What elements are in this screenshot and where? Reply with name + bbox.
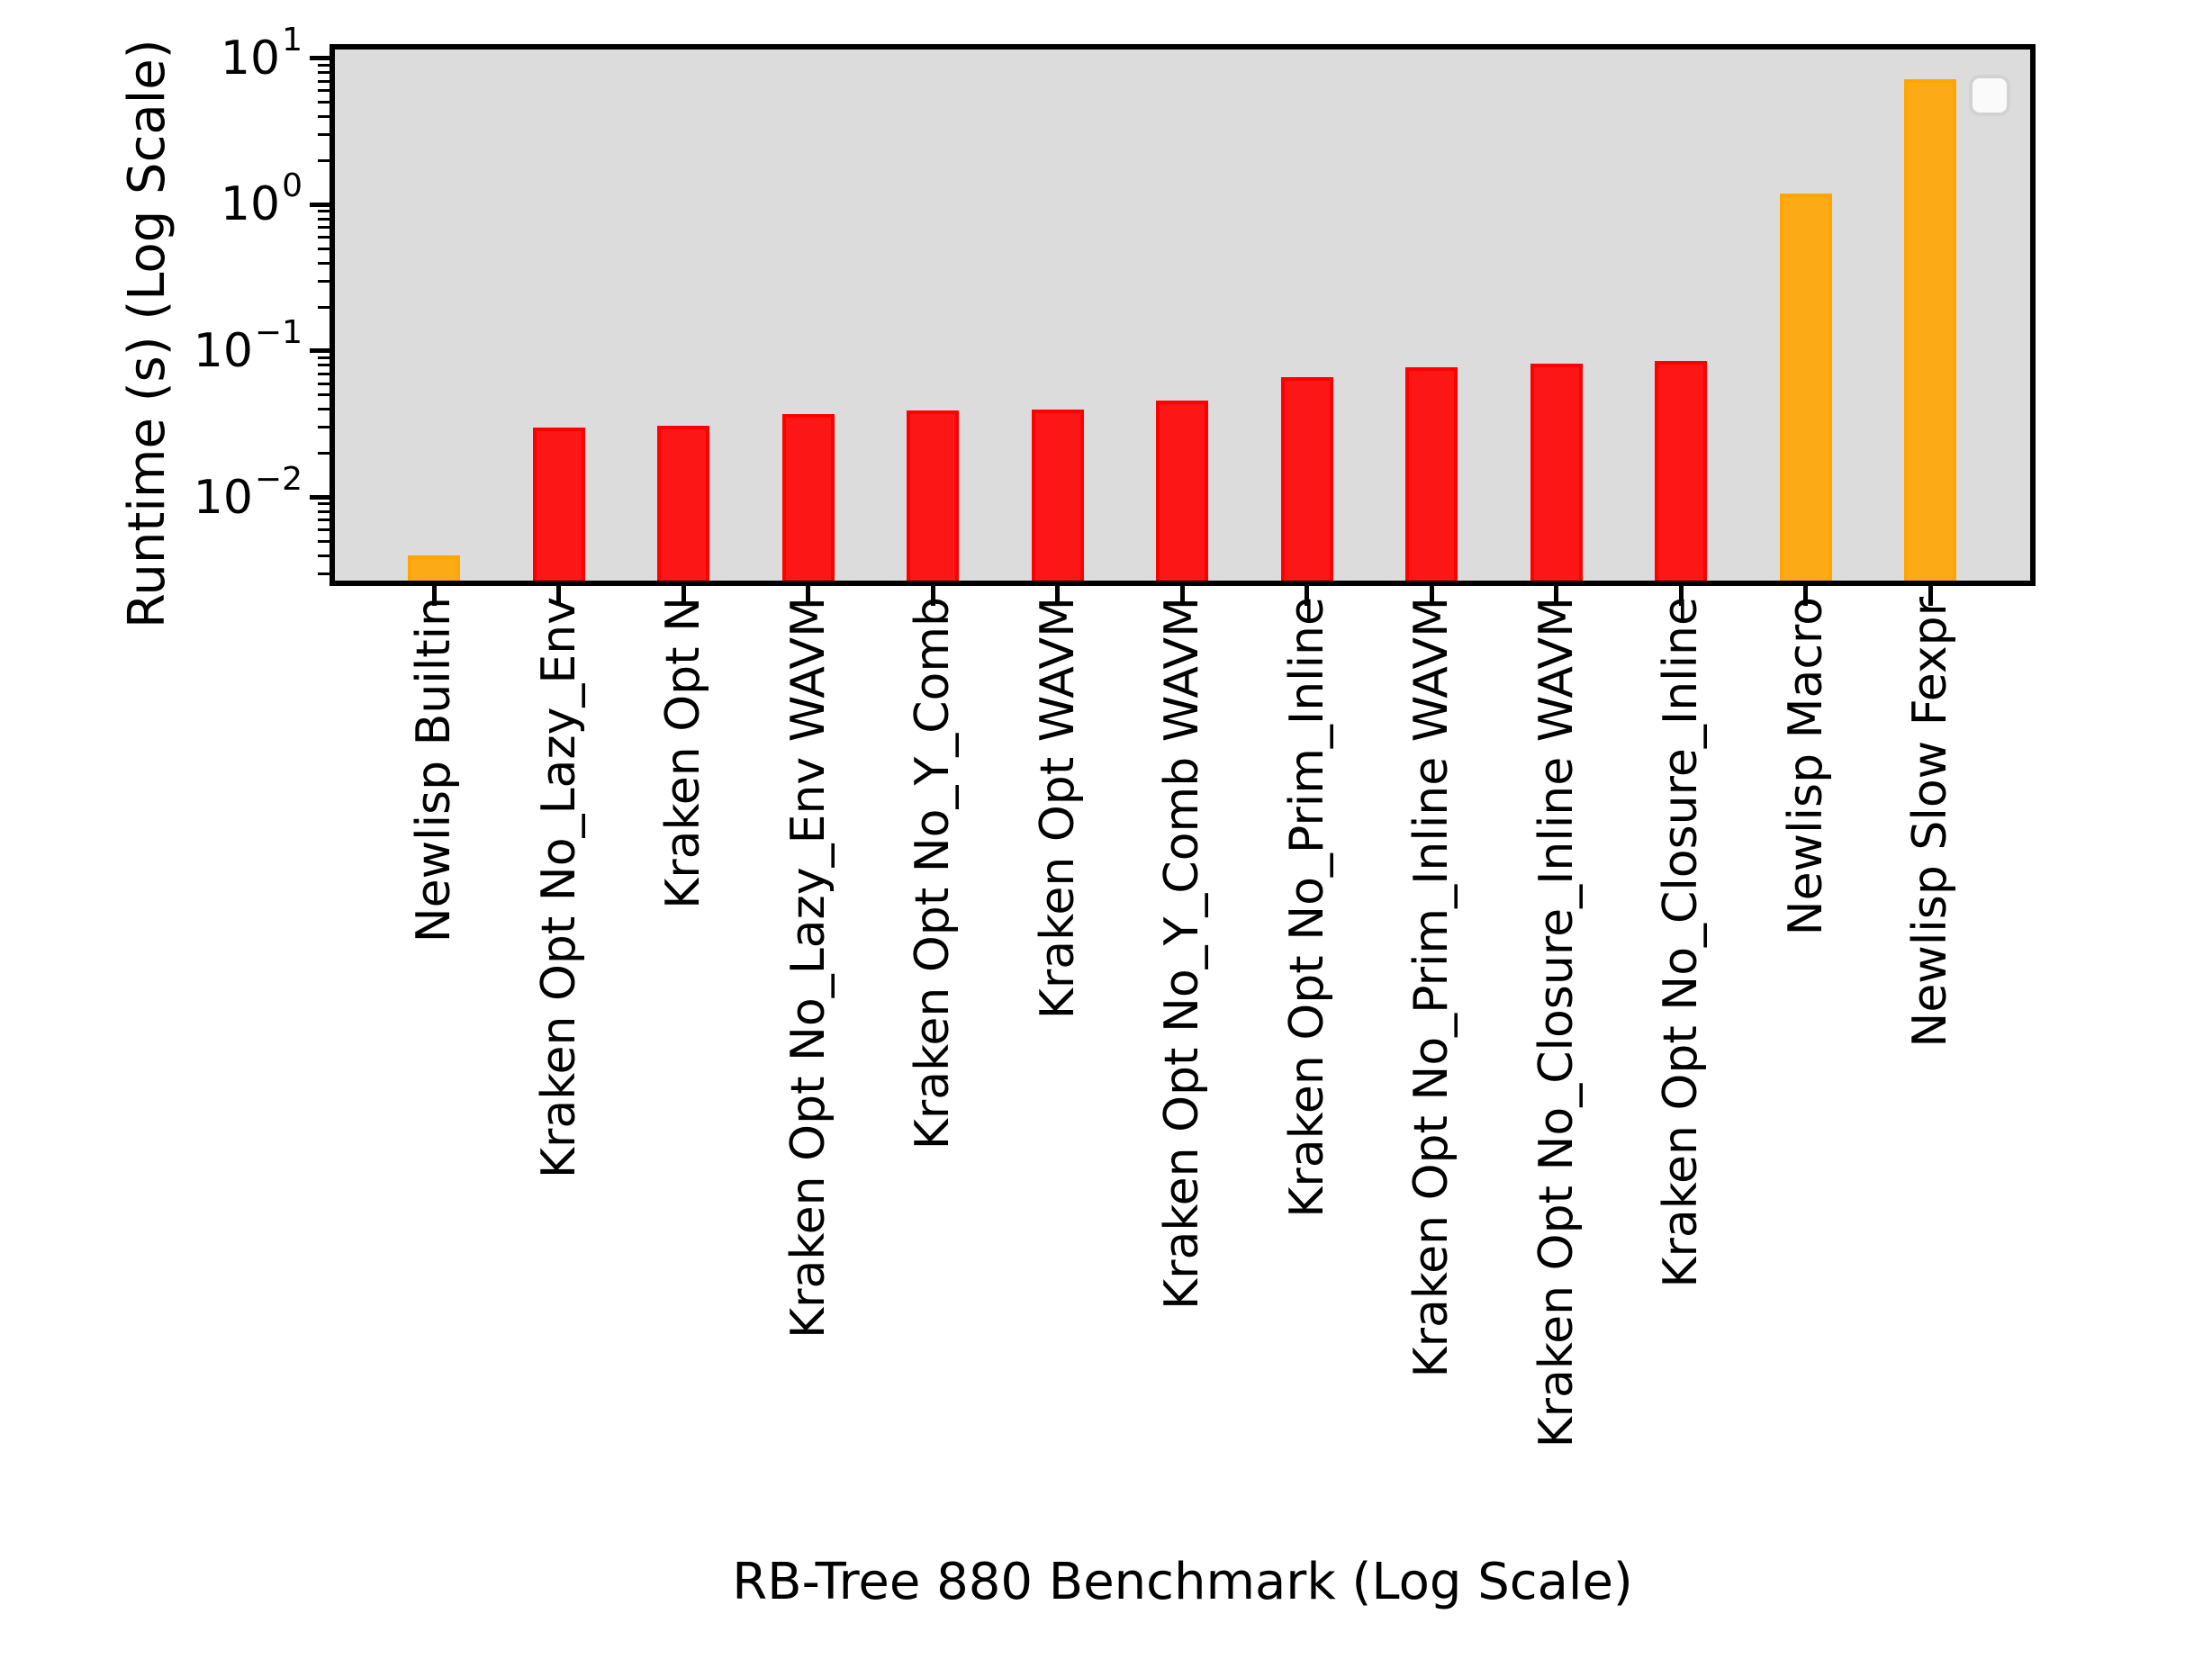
bar: [1904, 79, 1956, 581]
bar: [781, 414, 835, 581]
legend-box: [1969, 75, 2010, 116]
y-minor-tick: [318, 539, 330, 543]
y-minor-tick: [318, 217, 330, 221]
x-tick-label: Newlisp Slow Fexpr: [1903, 597, 1957, 1048]
y-minor-tick: [318, 115, 330, 119]
x-major-tick: [1305, 586, 1309, 606]
bar: [1779, 193, 1832, 581]
y-major-tick: [310, 495, 330, 500]
x-tick-label: Kraken Opt No_Y_Comb: [906, 597, 960, 1150]
y-tick-label: 10 1: [220, 21, 302, 86]
x-major-tick: [806, 586, 810, 606]
y-minor-tick: [318, 356, 330, 359]
bar: [532, 427, 585, 581]
bar: [1156, 400, 1208, 581]
y-minor-tick: [318, 261, 330, 265]
x-axis-label: RB-Tree 880 Benchmark (Log Scale): [732, 1553, 1633, 1611]
y-minor-tick: [318, 247, 330, 250]
x-major-tick: [681, 586, 686, 606]
x-tick-label: Kraken Opt No_Closure_Inline WAVM: [1529, 597, 1584, 1448]
bar: [907, 410, 959, 581]
y-minor-tick: [318, 71, 330, 75]
x-tick-label: Newlisp Macro: [1778, 597, 1833, 936]
x-tick-label: Newlisp Builtin: [407, 597, 461, 943]
y-minor-tick: [318, 279, 330, 283]
x-major-tick: [930, 586, 935, 606]
x-tick-label: Kraken Opt No_Closure_Inline: [1654, 597, 1708, 1288]
y-major-tick: [310, 348, 330, 354]
y-minor-tick: [318, 554, 330, 557]
y-minor-tick: [318, 210, 330, 213]
y-minor-tick: [318, 101, 330, 104]
y-minor-tick: [318, 305, 330, 309]
x-tick-label: Kraken Opt No_Prim_Inline WAVM: [1404, 597, 1458, 1378]
x-major-tick: [1055, 586, 1060, 606]
y-minor-tick: [318, 573, 330, 576]
x-major-tick: [556, 586, 561, 606]
y-minor-tick: [318, 408, 330, 411]
y-tick-label: 10 0: [220, 167, 302, 232]
y-minor-tick: [318, 528, 330, 532]
y-minor-tick: [318, 226, 330, 230]
x-tick-label: Kraken Opt WAVM: [1030, 597, 1085, 1020]
x-major-tick: [1803, 586, 1808, 606]
y-minor-tick: [318, 393, 330, 397]
y-minor-tick: [318, 509, 330, 513]
x-major-tick: [1179, 586, 1185, 606]
y-minor-tick: [318, 426, 330, 429]
y-tick-label: 10 −2: [193, 460, 302, 525]
y-minor-tick: [318, 364, 330, 367]
x-major-tick: [1554, 586, 1558, 606]
bar: [657, 425, 709, 581]
x-tick-label: Kraken Opt No_Lazy_Env: [531, 597, 586, 1179]
x-major-tick: [1429, 586, 1434, 606]
x-major-tick: [1678, 586, 1684, 606]
y-minor-tick: [318, 382, 330, 385]
bar: [1530, 364, 1583, 581]
x-tick-label: Kraken Opt No_Prim_Inline: [1279, 597, 1334, 1218]
x-major-tick: [431, 586, 437, 606]
x-major-tick: [1928, 586, 1933, 606]
y-minor-tick: [318, 372, 330, 375]
y-minor-tick: [318, 235, 330, 239]
y-tick-label: 10 −1: [193, 313, 302, 378]
bar: [1031, 409, 1084, 581]
y-minor-tick: [318, 502, 330, 506]
bar: [1405, 367, 1458, 581]
bar: [1655, 361, 1707, 581]
y-minor-tick: [318, 133, 330, 137]
y-major-tick: [310, 202, 330, 207]
y-major-tick: [310, 56, 330, 61]
y-minor-tick: [318, 79, 330, 83]
y-minor-tick: [318, 518, 330, 522]
y-minor-tick: [318, 158, 330, 162]
y-minor-tick: [318, 63, 330, 67]
bar: [408, 555, 460, 581]
bar: [1280, 377, 1333, 581]
x-tick-label: Kraken Opt No_Y_Comb WAVM: [1155, 597, 1209, 1310]
y-minor-tick: [318, 89, 330, 93]
y-minor-tick: [318, 452, 330, 455]
x-tick-label: Kraken Opt N: [656, 597, 710, 909]
x-tick-label: Kraken Opt No_Lazy_Env WAVM: [781, 597, 835, 1339]
